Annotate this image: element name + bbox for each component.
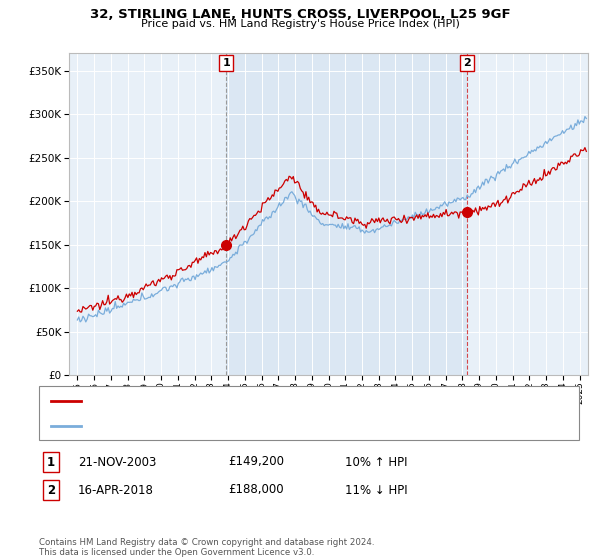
Text: £149,200: £149,200 <box>228 455 284 469</box>
Text: 11% ↓ HPI: 11% ↓ HPI <box>345 483 407 497</box>
Text: 2: 2 <box>464 58 472 68</box>
Text: 2: 2 <box>47 483 55 497</box>
Bar <box>226 53 467 375</box>
Text: Price paid vs. HM Land Registry's House Price Index (HPI): Price paid vs. HM Land Registry's House … <box>140 19 460 29</box>
Text: 32, STIRLING LANE, HUNTS CROSS, LIVERPOOL, L25 9GF: 32, STIRLING LANE, HUNTS CROSS, LIVERPOO… <box>89 8 511 21</box>
Text: Contains HM Land Registry data © Crown copyright and database right 2024.
This d: Contains HM Land Registry data © Crown c… <box>39 538 374 557</box>
Text: 32, STIRLING LANE, HUNTS CROSS, LIVERPOOL, L25 9GF (detached house): 32, STIRLING LANE, HUNTS CROSS, LIVERPOO… <box>90 396 456 407</box>
Text: 1: 1 <box>223 58 230 68</box>
Text: 10% ↑ HPI: 10% ↑ HPI <box>345 455 407 469</box>
Text: 16-APR-2018: 16-APR-2018 <box>78 483 154 497</box>
Text: 1: 1 <box>47 455 55 469</box>
Text: HPI: Average price, detached house, Knowsley: HPI: Average price, detached house, Know… <box>90 421 317 431</box>
Text: 21-NOV-2003: 21-NOV-2003 <box>78 455 157 469</box>
Text: £188,000: £188,000 <box>228 483 284 497</box>
